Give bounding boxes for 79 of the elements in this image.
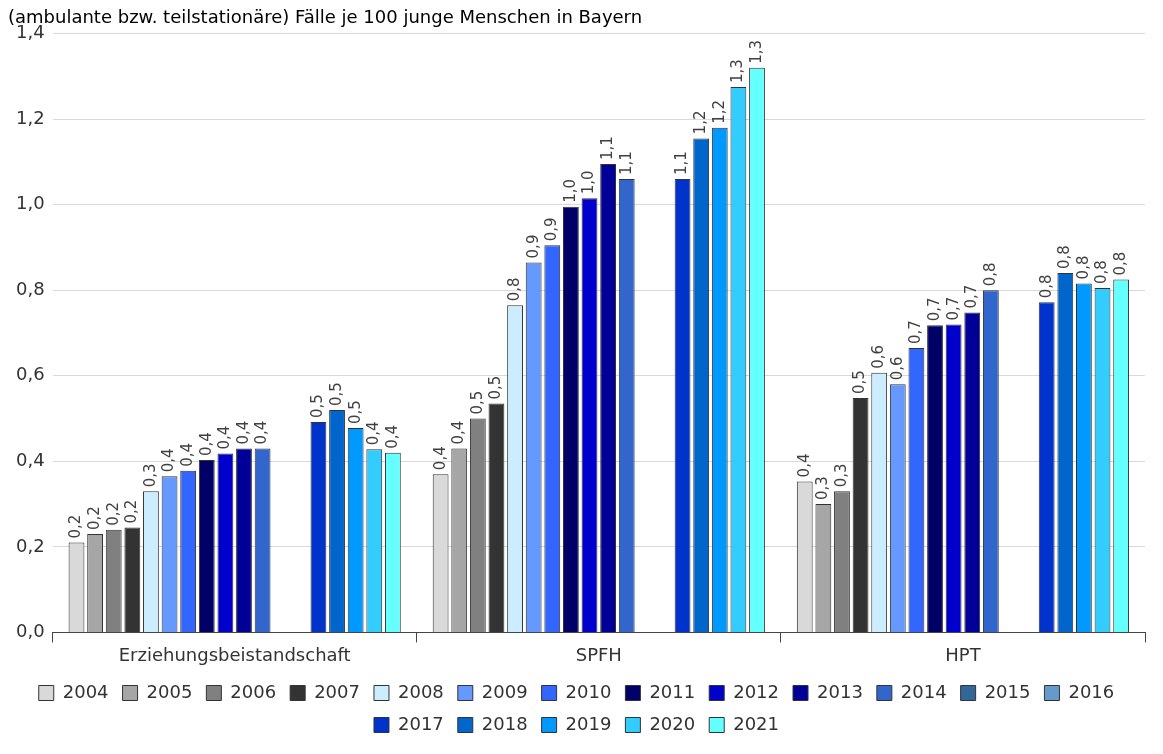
data-label: 0,4 [196,432,215,457]
data-label: 0,2 [122,499,141,524]
data-label: 0,7 [906,320,925,344]
legend-label: 2017 [397,712,444,734]
legend-label: 2013 [817,680,863,702]
data-label: 0,5 [467,390,486,415]
data-label: 0,4 [233,420,252,445]
data-label: 0,8 [1073,255,1092,280]
data-label: 0,7 [943,296,962,321]
data-label: 0,8 [1036,274,1055,299]
legend-label: 2016 [1068,680,1115,702]
data-label: 0,3 [813,476,832,501]
data-label: 0,7 [962,284,981,309]
data-label: 0,4 [364,421,383,446]
data-label: 0,5 [345,400,364,424]
data-label: 0,8 [1092,260,1111,285]
data-label: 1,3 [746,39,765,64]
data-label: 0,6 [869,344,888,369]
legend-label: 2019 [565,712,612,734]
legend-label: 2007 [314,680,360,702]
data-label: 0,9 [542,217,561,242]
legend-label: 2020 [649,712,696,734]
legend-label: 2012 [733,680,780,702]
data-label: 0,3 [831,463,850,488]
legend-label: 2021 [733,712,780,734]
legend-label: 2005 [146,680,193,702]
x-tick-label: HPT [945,643,982,665]
data-label: 0,5 [326,382,345,406]
legend-label: 2009 [481,680,528,702]
legend-label: 2014 [900,680,947,702]
data-label: 0,4 [382,424,401,449]
y-tick-label: 1,2 [15,106,45,128]
data-label: 1,0 [560,178,579,203]
data-label: 0,4 [252,420,271,445]
data-label: 0,5 [850,370,869,395]
data-label: 1,1 [672,151,691,176]
data-label: 0,8 [504,277,523,302]
data-label: 0,4 [215,425,234,450]
data-label: 0,7 [924,297,943,322]
data-label: 1,3 [728,59,747,84]
data-label: 1,2 [709,99,728,124]
data-label: 0,3 [140,463,159,488]
data-label: 0,8 [1055,245,1074,270]
data-label: 0,2 [66,514,85,539]
y-tick-label: 1,0 [15,192,45,214]
y-tick-label: 0,0 [15,620,45,642]
data-label: 0,5 [486,375,505,400]
legend-label: 2015 [984,680,1031,702]
data-label: 0,4 [794,453,813,478]
data-label: 1,0 [579,170,598,195]
data-label: 0,6 [887,356,906,381]
legend-label: 2004 [62,680,109,702]
x-tick-label: SPFH [575,643,622,665]
y-tick-label: 0,4 [15,448,45,470]
legend-label: 2010 [565,680,612,702]
data-label: 0,4 [449,420,468,445]
legend-label: 2008 [397,680,444,702]
y-tick-label: 0,8 [15,277,45,299]
legend-label: 2006 [230,680,277,702]
data-label: 0,8 [1111,251,1130,276]
bar [124,527,141,632]
data-label: 0,4 [430,446,449,471]
data-label: 1,2 [691,110,710,135]
y-tick-label: 0,2 [15,534,45,556]
data-label: 0,9 [523,234,542,259]
data-label: 1,1 [616,151,635,176]
x-tick-label: Erziehungsbeistandschaft [118,643,351,665]
legend-label: 2011 [649,680,696,702]
data-label: 0,2 [103,501,122,526]
data-label: 0,5 [308,394,327,418]
bar [852,398,869,632]
data-label: 0,2 [85,506,103,531]
data-label: 0,8 [980,262,999,287]
y-tick-label: 0,6 [15,363,45,385]
legend-label: 2018 [481,712,528,734]
data-label: 1,1 [598,136,617,161]
data-label: 0,4 [178,442,197,467]
bar [488,403,505,632]
data-label: 0,4 [159,448,178,473]
